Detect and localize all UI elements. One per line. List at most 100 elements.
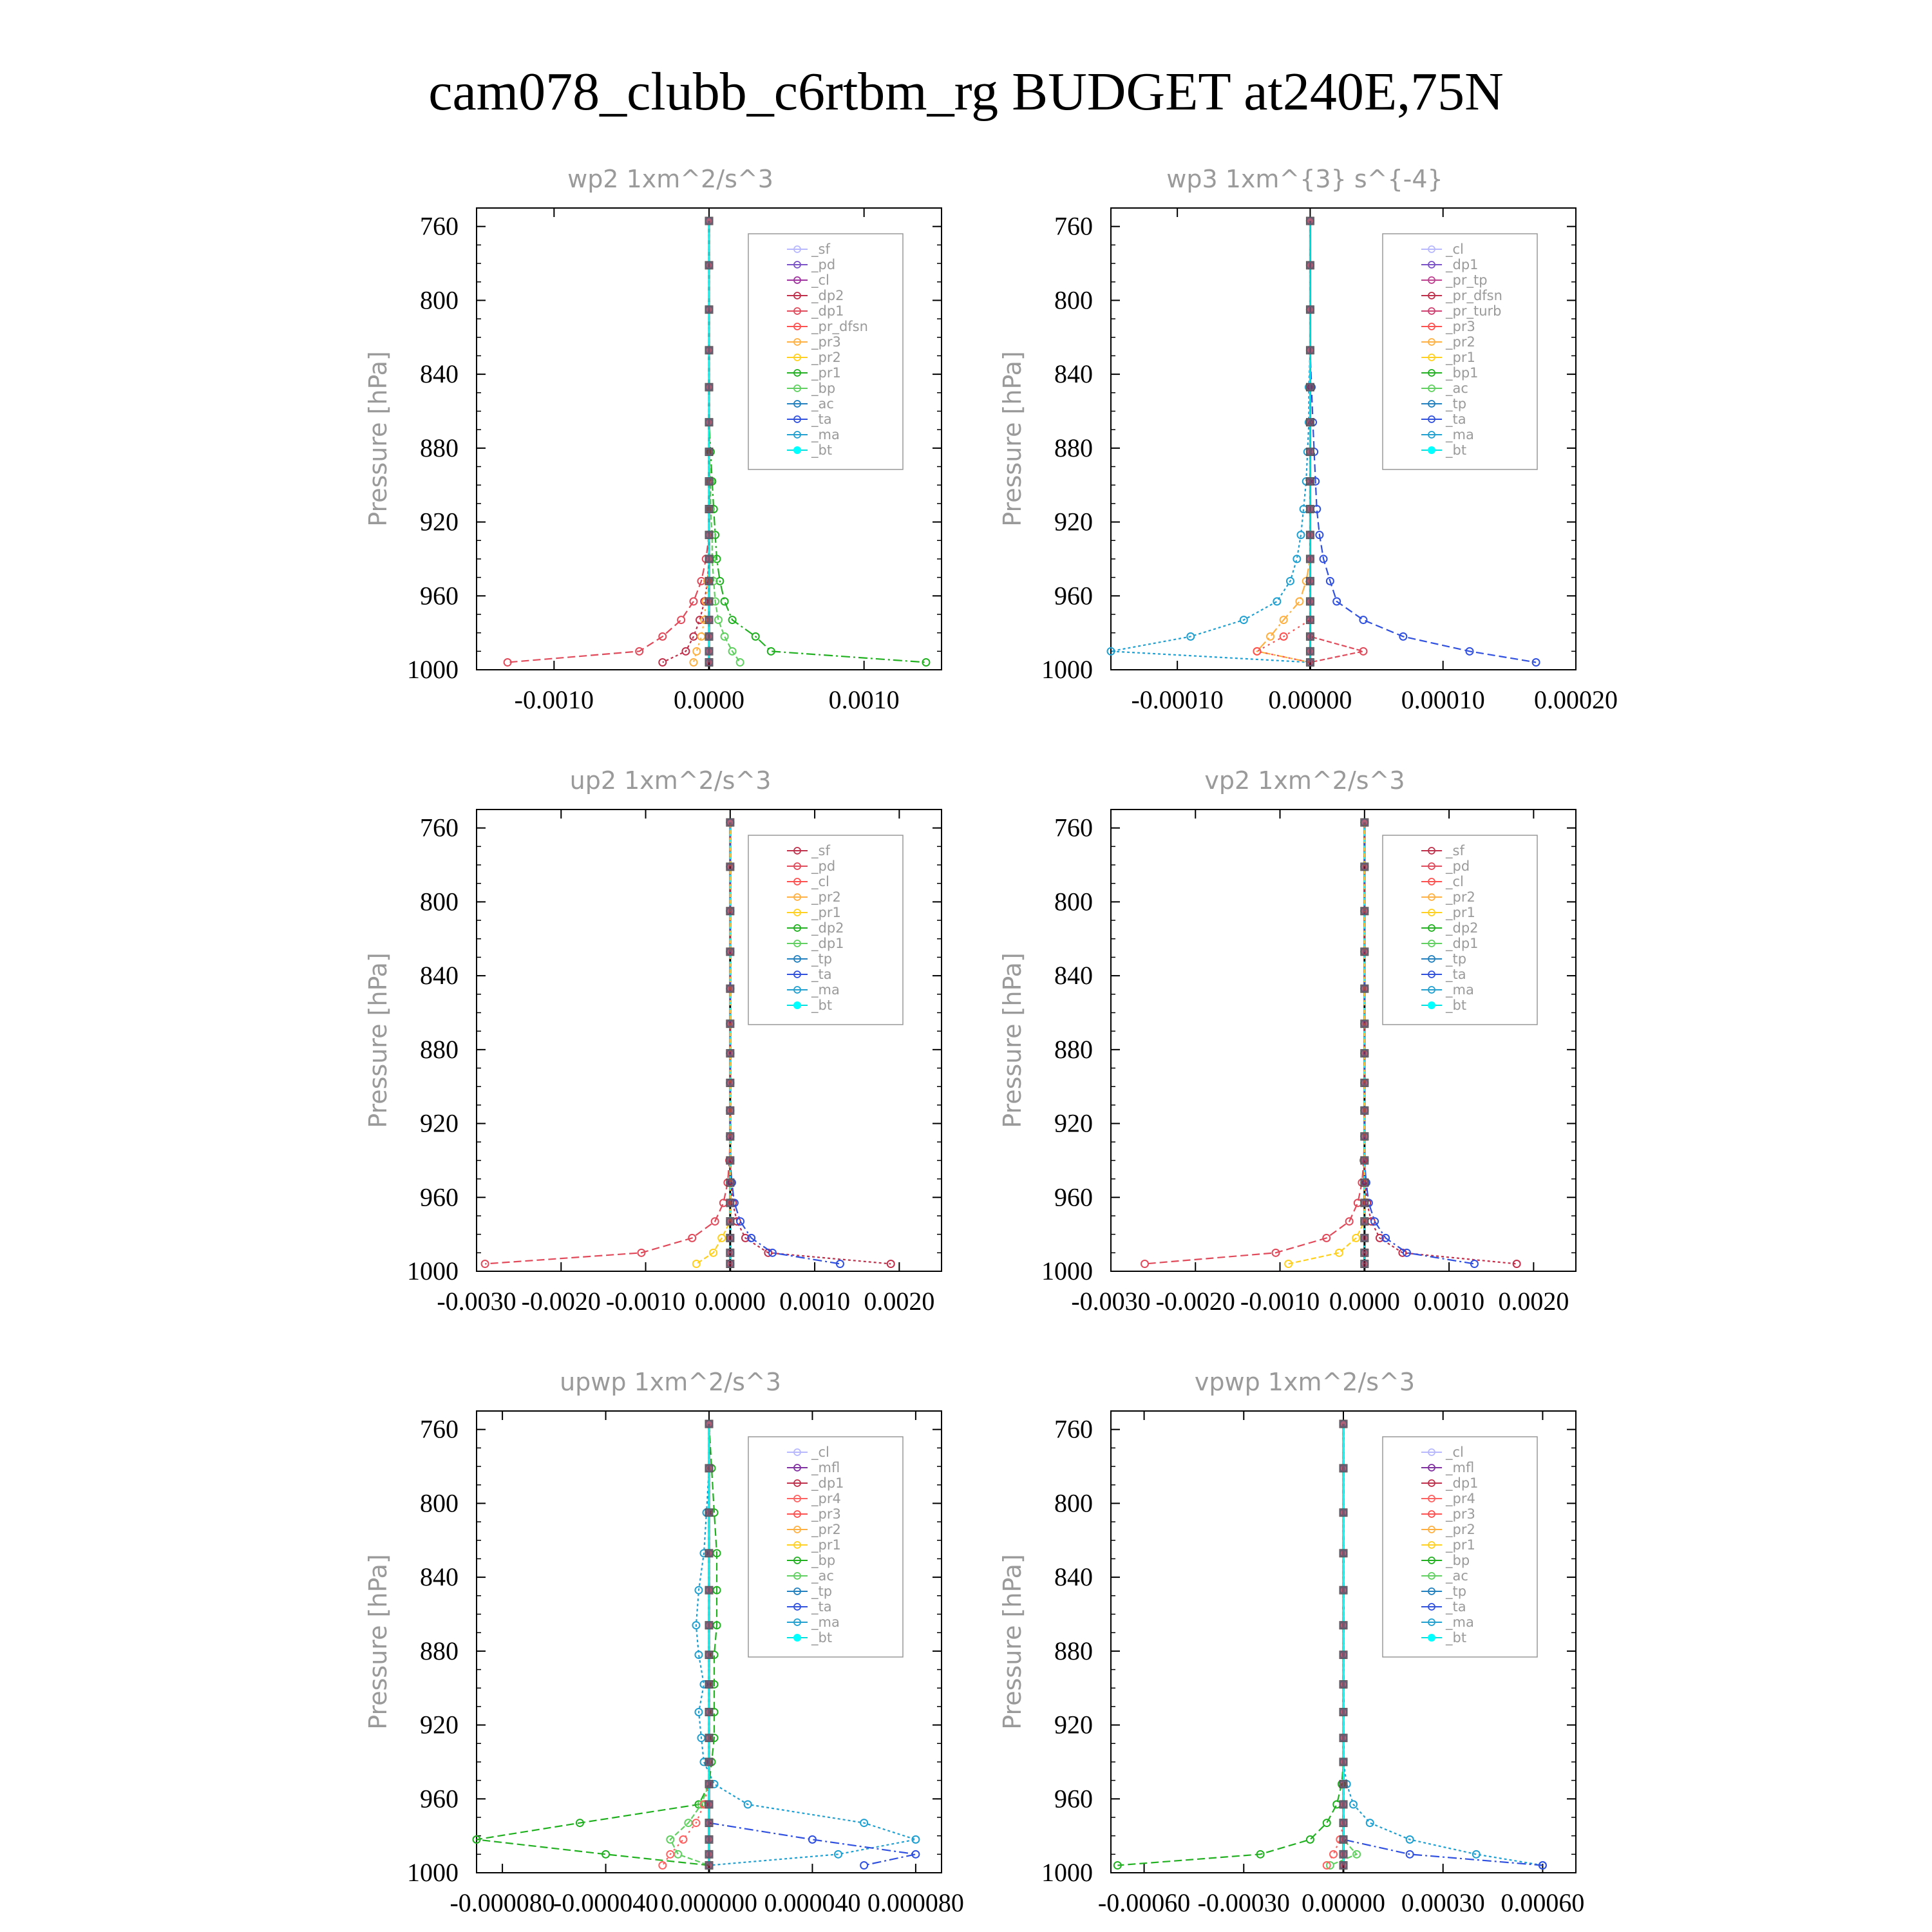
data-point [1322,1819,1331,1828]
stacked-marker [726,1049,735,1058]
legend-label: _dp2 [811,288,844,304]
data-point [1334,1248,1343,1257]
legend-swatch-marker [793,400,801,408]
series-line [1363,822,1475,1265]
legend-label: _cl [811,1444,829,1461]
data-point [1322,1233,1331,1242]
legend-box [748,233,904,470]
legend-label: _bt [1445,998,1466,1014]
data-point [503,658,512,667]
legend-swatch-marker [1428,369,1435,377]
y-tick-label: 1000 [1041,1858,1093,1887]
stacked-marker [705,1680,714,1689]
stacked-marker [705,1819,714,1828]
data-point [681,647,690,656]
data-point [1295,597,1304,606]
y-tick-label: 800 [420,1488,459,1517]
y-tick-label: 1000 [1041,1256,1093,1285]
data-point [1345,1217,1354,1226]
legend-entry: _cl [787,1444,829,1461]
y-tick-label: 1000 [407,655,459,684]
y-axis-label: Pressure [hPa] [364,952,392,1128]
y-tick-label: 920 [420,507,459,536]
x-tick-label: 0.00020 [1534,685,1618,714]
y-axis-label: Pressure [hPa] [364,1554,392,1730]
legend-entry: _pr2 [1421,1522,1475,1538]
legend-label: _pr3 [1445,1506,1475,1522]
y-tick-label: 880 [1054,1636,1093,1665]
data-point [1106,647,1115,656]
legend-label: _cl [1445,242,1464,258]
data-point [575,1819,584,1828]
legend-swatch-marker [793,307,801,315]
legend-label: _ac [1445,381,1468,397]
legend-label: _pr4 [811,1491,841,1507]
legend-label: _ta [811,967,832,983]
legend-label: _ac [1445,1568,1468,1584]
legend-swatch-marker [1428,307,1435,315]
data-point [692,647,701,656]
data-point [1470,1260,1479,1269]
x-tick-label: 0.0010 [779,1287,850,1316]
legend-label: _tp [1445,951,1466,967]
y-axis-label: Pressure [hPa] [364,351,392,527]
legend-entry: _cl [1421,242,1464,258]
legend-label: _ta [1445,1599,1466,1615]
x-tick-label: -0.0010 [1240,1287,1320,1316]
stacked-marker [726,1156,735,1165]
y-tick-label: 840 [420,359,459,388]
stacked-marker [1305,647,1314,656]
stacked-marker [705,346,714,355]
stacked-marker [726,1132,735,1141]
legend-entry: _bt [1421,1630,1466,1646]
stacked-marker [1305,597,1314,606]
legend-entry: _pd [787,858,835,875]
legend-swatch-marker [1428,245,1435,253]
stacked-marker [1360,907,1369,916]
data-point [689,597,698,606]
data-point [1405,1835,1414,1844]
legend-swatch-marker [1428,909,1435,916]
legend-entry: _pr1 [787,905,841,921]
legend-entry: _pr3 [787,334,841,350]
stacked-marker [705,658,714,667]
y-tick-label: 840 [420,961,459,990]
stacked-marker [1339,1707,1348,1716]
stacked-marker [1305,554,1314,564]
legend-entry: _cl [1421,874,1464,890]
y-tick-label: 760 [420,813,459,842]
data-point [1325,1861,1334,1870]
legend-label: _cl [811,874,829,890]
y-tick-label: 960 [420,581,459,610]
series-pr1 [472,1419,721,1870]
stacked-marker [1360,1078,1369,1087]
series-line [695,1424,916,1866]
legend-swatch-marker [1428,338,1435,346]
data-point [688,1233,697,1242]
legend-entry: _bt [787,998,832,1014]
legend-entry: _pr_dfsn [787,319,868,335]
legend-swatch-marker [1428,446,1435,454]
stacked-marker [705,1419,714,1428]
data-point [1352,1850,1361,1859]
legend-swatch-marker [1428,862,1435,870]
legend-swatch-marker [1428,415,1435,423]
data-point [1279,616,1288,625]
stacked-marker [1360,1049,1369,1058]
legend-entry: _bp [1421,1553,1470,1569]
legend-swatch-marker [793,1001,801,1009]
y-tick-label: 840 [1054,1562,1093,1591]
series-prdfsn [1253,216,1314,667]
legend-label: _pr2 [1445,1522,1475,1538]
data-point [710,1217,719,1226]
stacked-marker [726,1260,735,1269]
legend-swatch-marker [1428,1603,1435,1611]
legend-entry: _ta [787,412,832,428]
legend-label: _pr1 [1445,1537,1475,1553]
legend-swatch-marker [1428,878,1435,886]
y-tick-label: 760 [1054,212,1093,241]
panel-title: vp2 1xm^2/s^3 [1204,766,1405,795]
stacked-marker [726,1217,735,1226]
stacked-marker [1360,1178,1369,1187]
data-point [886,1260,895,1269]
